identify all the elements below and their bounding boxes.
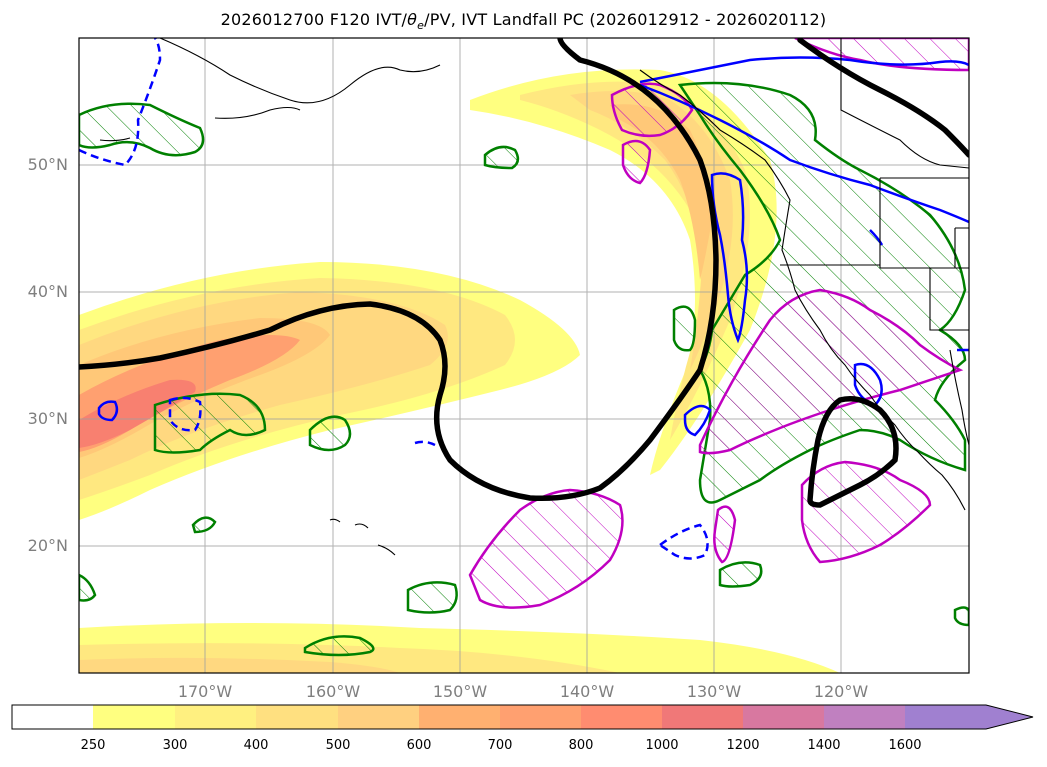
map-frame (78, 37, 970, 674)
lon-label-120w: 120°W (813, 682, 869, 701)
lon-label-150w: 150°W (432, 682, 488, 701)
colorbar-tick-500: 500 (325, 738, 351, 753)
lon-label-130w: 130°W (686, 682, 742, 701)
map-plot-area (79, 38, 969, 673)
lon-label-140w: 140°W (559, 682, 615, 701)
colorbar-tick-700: 700 (487, 738, 513, 753)
lon-label-170w: 170°W (177, 682, 233, 701)
lat-label-30n: 30°N (27, 409, 68, 428)
coastlines (99, 38, 969, 556)
colorbar-tick-300: 300 (162, 738, 188, 753)
colorbar-tick-600: 600 (406, 738, 432, 753)
colorbar-tick-400: 400 (243, 738, 269, 753)
colorbar (11, 704, 1034, 730)
colorbar-extend-arrow (986, 705, 1033, 729)
lat-label-40n: 40°N (27, 282, 68, 301)
lat-label-20n: 20°N (27, 536, 68, 555)
colorbar-tick-1000: 1000 (645, 738, 679, 753)
thick-black-contours (79, 38, 969, 508)
colorbar-tick-1200: 1200 (726, 738, 760, 753)
map-title: 2026012700 F120 IVT/θe/PV, IVT Landfall … (220, 10, 827, 33)
blue-dashed-contours (79, 38, 709, 560)
colorbar-tick-800: 800 (568, 738, 594, 753)
magenta-hatched-contours (468, 38, 969, 609)
colorbar-tick-250: 250 (80, 738, 106, 753)
colorbar-tick-1600: 1600 (888, 738, 922, 753)
lon-label-160w: 160°W (305, 682, 361, 701)
lat-label-50n: 50°N (27, 155, 68, 174)
colorbar-tick-1400: 1400 (807, 738, 841, 753)
